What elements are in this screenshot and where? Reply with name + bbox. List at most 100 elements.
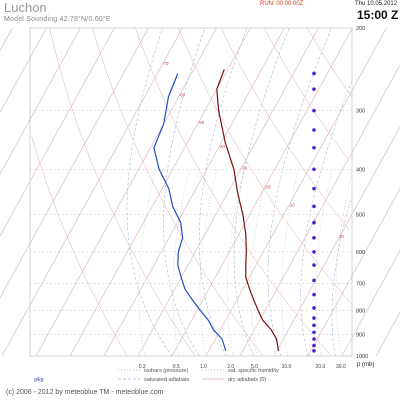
sounding-series: [153, 69, 280, 351]
isotherm-label: 10: [339, 234, 345, 239]
wind-dot: [312, 87, 316, 91]
copyright-notice: (c) 2006 - 2012 by meteoblue TM - meteob…: [6, 389, 164, 396]
isotherm-line: [375, 311, 400, 357]
pressure-tick-label: 400: [356, 167, 365, 173]
isotherm-label: -20: [264, 185, 271, 190]
isotherm-line: [1, 27, 183, 357]
isotherm-label: -10: [288, 202, 295, 207]
wind-dot: [312, 220, 316, 225]
dry-adiabat: [49, 27, 196, 357]
pressure-tick-label: 1000: [356, 354, 368, 360]
x-axis-label: g/kg: [34, 377, 44, 383]
isotherm-line: [205, 27, 387, 357]
legend-label: saturated adiabats: [144, 377, 190, 383]
isotherm-label: -50: [198, 120, 205, 125]
isotherm-line: [171, 27, 353, 357]
forecast-time: 15:00 Z: [357, 8, 399, 22]
humidity-tick-label: 30.0: [336, 364, 346, 370]
saturated-adiabat: [267, 27, 332, 357]
dry-adiabat: [178, 27, 353, 306]
isotherm-line: [273, 126, 400, 357]
grid-layer: -70-60-50-40-30-20-10010: [0, 27, 400, 357]
isotherm-label: -30: [241, 165, 248, 170]
humidity-tick-label: 1.0: [200, 364, 207, 370]
saturated-adiabat: [198, 27, 248, 357]
isotherm-line: [0, 27, 47, 113]
wind-dot: [312, 323, 316, 328]
wind-dot: [312, 306, 316, 310]
dry-adiabat: [221, 27, 350, 231]
y-axis-label: p (mb): [357, 362, 374, 368]
wind-dot: [312, 250, 316, 254]
legend-label: sat. specific humidity: [228, 368, 279, 374]
wind-dot: [312, 186, 316, 191]
axis-labels: p (mb) g/kg: [34, 362, 374, 383]
wind-dot: [312, 71, 316, 76]
saturated-adiabat: [331, 197, 352, 357]
pressure-tick-label: 700: [356, 281, 365, 287]
pressure-tick-label: 300: [356, 109, 365, 115]
humidity-tick-label: 2.0: [227, 364, 234, 370]
mixing-ratio-line: [315, 169, 333, 357]
legend-label: dry adiabats (0): [228, 377, 266, 383]
pressure-tick-label: 900: [356, 333, 365, 339]
isotherm-line: [0, 27, 81, 175]
dry-adiabat: [263, 27, 349, 159]
isotherm-line: [307, 188, 400, 357]
wind-dot: [312, 108, 316, 113]
isotherm-line: [0, 27, 149, 299]
isotherm-line: [103, 27, 285, 357]
wind-dot: [312, 145, 316, 150]
dry-adiabat: [31, 136, 128, 357]
isotherm-line: [137, 27, 319, 357]
wind-dot: [312, 316, 316, 320]
wind-dot: [312, 292, 316, 297]
humidity-tick-labels: 0.2 0.5 1.0 2.0 5.0 10.0 20.0 30.0: [139, 364, 346, 370]
wind-dot: [312, 349, 316, 353]
saturated-adiabat: [233, 27, 290, 357]
pressure-tick-labels: 200 300 400 500 600 700 800 900 1000: [356, 26, 368, 360]
humidity-tick-label: 10.0: [282, 364, 292, 370]
isotherm-line: [0, 27, 115, 237]
isotherm-line: [0, 27, 13, 52]
plot-frame: [29, 27, 353, 357]
pressure-tick-label: 800: [356, 309, 365, 315]
humidity-tick-label: 5.0: [251, 364, 258, 370]
wind-dot: [312, 330, 316, 335]
mixing-ratio-line: [335, 169, 354, 357]
isotherm-line: [35, 27, 217, 357]
model-run-label: RUN: 00:00:00Z: [260, 1, 304, 7]
isotherm-label: -70: [162, 61, 169, 66]
wind-dot: [312, 278, 316, 283]
mixing-ratio-line: [281, 169, 299, 357]
wind-dot: [312, 167, 316, 172]
dewpoint-line: [153, 73, 227, 351]
wind-dot: [312, 263, 316, 267]
pressure-tick-label: 600: [356, 250, 365, 256]
location-title: Luchon: [4, 0, 47, 15]
isotherm-line: [239, 64, 400, 357]
wind-markers: [312, 71, 316, 353]
dry-adiabat: [306, 27, 352, 97]
wind-dot: [312, 337, 316, 341]
isotherm-line: [341, 249, 400, 357]
temperature-line: [216, 69, 280, 351]
humidity-tick-label: 0.2: [139, 364, 146, 370]
humidity-tick-label: 20.0: [316, 364, 326, 370]
wind-dot: [312, 128, 316, 132]
saturated-adiabat: [163, 27, 206, 357]
mixing-ratio-line: [138, 169, 156, 357]
pressure-tick-label: 500: [356, 213, 365, 219]
forecast-date: Thu 10.05.2012: [355, 1, 398, 7]
wind-dot: [312, 236, 316, 240]
mixing-ratio-line: [226, 169, 245, 357]
isotherm-label: -60: [179, 93, 186, 98]
isotherm-label: -40: [219, 144, 226, 149]
isotherm-line: [69, 27, 251, 357]
dry-adiabat: [92, 27, 264, 357]
pressure-tick-label: 200: [356, 26, 365, 32]
location-subtitle: Model Sounding 42.78°N/0.60°E: [4, 16, 111, 23]
mixing-ratio-line: [199, 169, 218, 357]
wind-dot: [312, 204, 316, 209]
